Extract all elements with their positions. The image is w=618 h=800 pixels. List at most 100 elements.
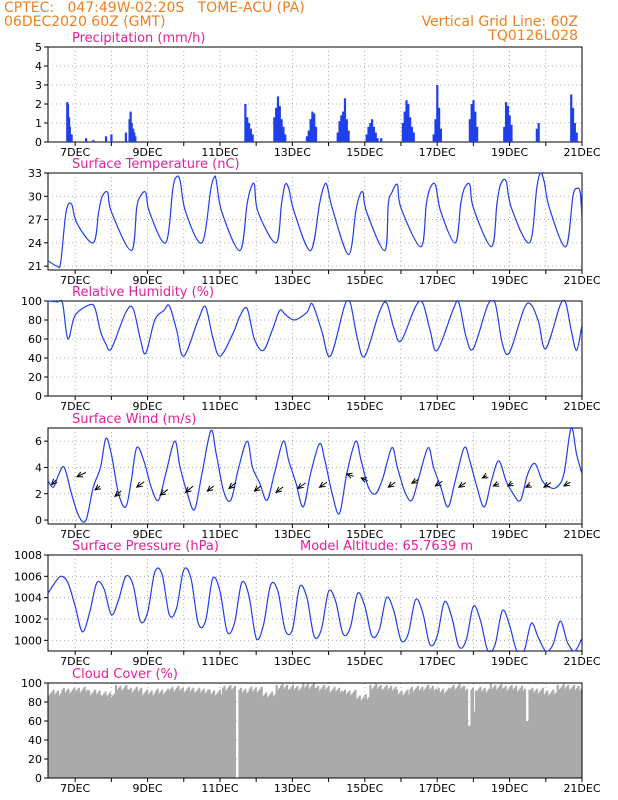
wind-arrow-head [562,480,570,487]
cloud-bar [421,686,424,778]
cloud-bar [576,687,579,778]
x-tick-label: 11DEC [201,400,238,413]
cloud-bar [415,687,418,778]
cloud-bar [390,685,393,778]
cloud-bar [379,684,382,778]
cloud-bar [108,692,112,778]
cloud-bar [580,688,582,778]
y-tick-label: 4 [35,461,42,474]
cloud-bar [73,687,76,778]
x-tick-label: 9DEC [133,528,163,541]
cloud-bar [104,691,107,778]
cloud-bar [274,694,277,778]
cloud-bar [525,721,528,778]
cloud-bar [577,685,580,778]
precip-bar [70,134,73,142]
cloud-bar [443,693,446,778]
cloud-bar [418,690,421,778]
cloud-bar [88,690,91,778]
cloud-bar [119,685,122,778]
panel-frame [47,682,583,779]
cloud-bar [529,689,533,778]
y-tick-label: 0 [35,772,42,785]
cloud-bar [360,700,363,778]
cloud-bar [55,692,58,778]
cloud-bar [579,690,582,778]
cloud-bar [123,686,126,778]
cloud-bar [262,696,265,778]
wind-arrow-shaft [563,481,571,487]
cloud-bar [189,691,192,778]
cloud-bar [549,693,552,778]
cloud-bar [225,690,228,778]
cloud-bar [53,694,57,778]
cloud-bar [244,688,247,778]
cloud-bar [547,695,550,778]
x-tick-label: 21DEC [563,274,600,287]
cloud-bar [546,690,549,778]
cloud-bar [299,688,302,778]
cloud-bar [495,689,498,778]
x-tick-label: 11DEC [201,274,238,287]
cloud-bar [95,694,98,778]
x-tick-label: 9DEC [133,274,163,287]
wind-arrow-shaft [228,482,237,489]
precip-bar [372,126,376,142]
cloud-bar [271,691,274,778]
cloud-bar [434,688,437,778]
cloud-bar [97,692,100,778]
cloud-bar [467,725,470,778]
y-tick-label: 2 [35,488,42,501]
cloud-bar [86,689,89,778]
wind-arrow-shaft [319,481,328,488]
cloud-bar [437,687,440,778]
x-tick-label: 17DEC [419,146,456,159]
cloud-bar [98,690,101,778]
precip-bar [380,138,383,142]
cloud-bar [164,692,167,778]
cloud-bar [465,688,469,778]
cloud-bar [452,684,455,778]
cloud-bar [492,686,495,778]
precip-bar [575,132,578,142]
cloud-bar [180,688,183,778]
panel-title: Surface Pressure (hPa) [72,539,219,554]
cloud-bar [156,688,159,778]
cloud-bar [357,697,360,778]
header-date: 06DEC2020 60Z (GMT) [4,14,166,30]
precip-bar [130,123,133,142]
cloud-bar [184,690,187,778]
cloud-bar [202,688,205,778]
precip-bar [437,107,441,142]
y-tick-label: 20 [28,371,42,384]
cloud-bar [510,684,513,778]
cloud-bar [305,685,308,778]
cloud-bar [396,689,399,778]
cloud-bar [166,688,170,778]
cloud-bar [61,689,64,778]
panel-frame [47,427,583,525]
wind-arrow-shaft [159,489,169,496]
panel-title: Surface Wind (m/s) [72,412,196,427]
precip-bar [247,123,251,142]
cloud-bar [552,689,555,778]
cloud-bar [378,686,381,778]
cloud-bar [227,686,231,778]
cloud-bar [570,688,573,778]
cloud-bar [522,690,525,778]
cloud-bar [448,687,451,778]
cloud-bar [402,695,405,778]
cloud-bar [291,684,295,778]
cloud-bar [213,690,216,778]
precip-bar [336,132,339,142]
cloud-bar [537,693,540,778]
x-tick-label: 21DEC [563,400,600,413]
cloud-bar [461,686,464,778]
precip-bar [367,126,370,142]
y-tick-label: 1002 [14,613,42,626]
cloud-bar [193,692,196,778]
cloud-bar [480,691,483,778]
x-tick-label: 11DEC [201,146,238,159]
wind-arrow-head [457,481,465,488]
x-tick-label: 19DEC [491,274,528,287]
